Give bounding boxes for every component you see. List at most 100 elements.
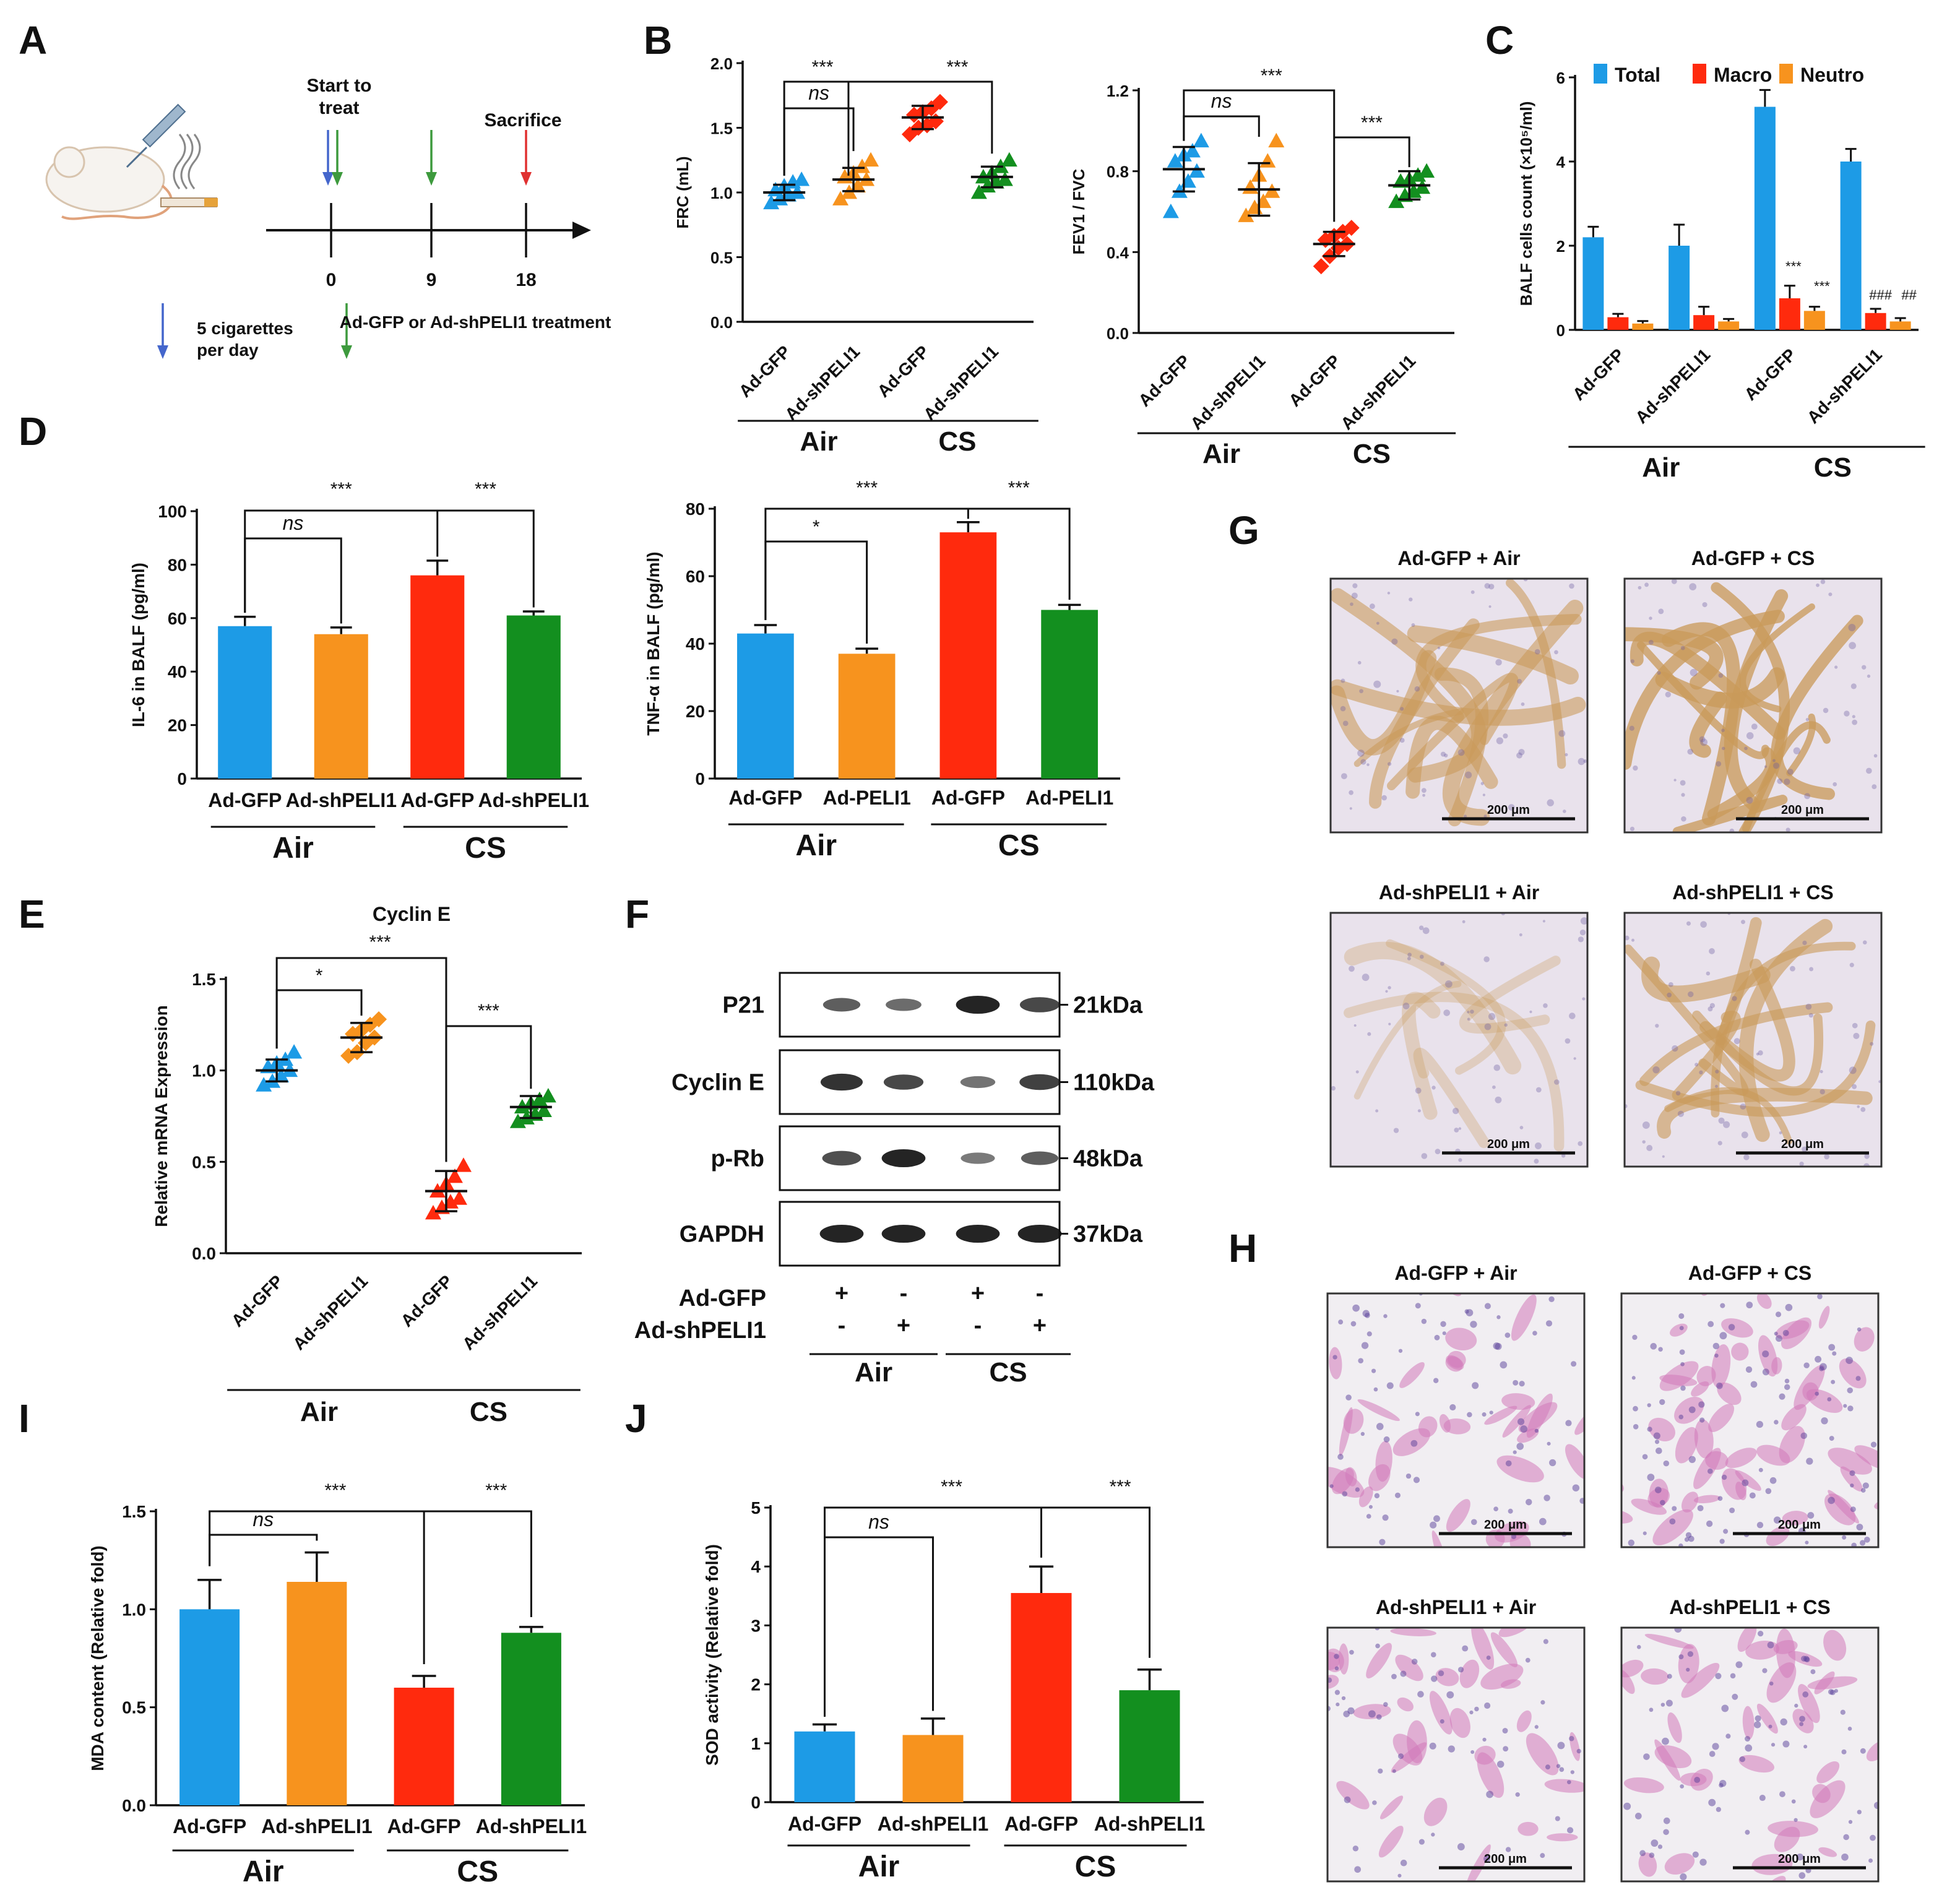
nucleus	[1411, 623, 1415, 628]
nucleus	[1857, 1105, 1860, 1108]
nucleus	[1802, 1146, 1808, 1152]
alveolar-wall	[1574, 1405, 1584, 1435]
nucleus	[1357, 661, 1362, 665]
alveolar-wall	[1443, 1418, 1471, 1435]
nucleus	[1467, 1011, 1470, 1014]
nucleus	[1707, 1006, 1713, 1012]
nucleus	[1483, 814, 1487, 818]
nucleus	[1511, 1534, 1517, 1539]
nucleus	[1351, 592, 1358, 599]
nucleus	[1400, 1670, 1407, 1677]
nucleus	[1504, 1023, 1508, 1027]
blot-protein-label: P21	[722, 993, 764, 1019]
panel-letter-h: H	[1228, 1226, 1258, 1271]
nucleus	[1353, 1024, 1357, 1027]
nucleus	[1762, 1350, 1769, 1358]
bar	[1718, 321, 1740, 330]
group-label: CS	[465, 832, 506, 865]
nucleus	[1793, 747, 1800, 754]
start-label-line1: Start to	[307, 76, 372, 96]
group-label: Air	[795, 829, 837, 862]
nucleus	[1440, 1719, 1444, 1724]
nucleus	[1870, 1042, 1874, 1046]
nucleus	[1462, 1645, 1469, 1652]
data-point	[1238, 207, 1254, 222]
x-tick-label: Ad-PELI1	[823, 787, 911, 809]
nucleus	[1847, 1727, 1852, 1731]
nucleus	[1871, 784, 1877, 790]
nucleus	[1334, 1654, 1339, 1659]
nucleus	[1572, 1484, 1580, 1491]
blot-band	[820, 1073, 863, 1091]
nucleus	[1631, 1376, 1636, 1380]
nucleus	[1775, 1311, 1782, 1318]
nucleus	[1679, 1326, 1684, 1331]
group-label: CS	[998, 829, 1040, 862]
bar	[506, 615, 561, 779]
nucleus	[1723, 1529, 1729, 1534]
nucleus	[1867, 674, 1871, 678]
bar	[179, 1609, 240, 1805]
y-tick-label: 0.0	[192, 1244, 216, 1263]
nucleus	[1569, 583, 1574, 589]
micrograph-title: Ad-GFP + Air	[1394, 1262, 1517, 1284]
nucleus	[1642, 1454, 1648, 1460]
group-label: CS	[457, 1855, 498, 1888]
nucleus	[1391, 1673, 1397, 1680]
nucleus	[1657, 671, 1661, 675]
x-tick-label: Ad-shPELI1	[459, 1271, 541, 1353]
alveolar-wall	[1517, 1821, 1539, 1836]
nucleus	[1680, 1784, 1684, 1789]
scale-bar-label: 200 μm	[1487, 803, 1530, 817]
alveolar-wall	[1397, 1697, 1414, 1712]
nucleus	[1465, 771, 1472, 779]
nucleus	[1636, 1645, 1641, 1649]
nucleus	[1340, 706, 1346, 712]
nucleus	[1844, 710, 1850, 717]
nucleus	[1470, 1750, 1475, 1755]
nucleus	[1513, 1450, 1517, 1454]
nucleus	[1799, 1716, 1805, 1722]
bar	[1779, 298, 1800, 330]
significance-bracket	[783, 107, 855, 176]
nucleus	[1784, 779, 1790, 785]
nucleus	[1680, 1385, 1686, 1391]
data-point	[1167, 153, 1183, 168]
nucleus	[1815, 1355, 1822, 1363]
nucleus	[1804, 793, 1811, 800]
nucleus	[1570, 1770, 1574, 1774]
alveolar-wall	[1429, 1691, 1453, 1735]
nucleus	[1419, 954, 1424, 959]
nucleus	[1543, 1639, 1548, 1644]
nucleus	[1482, 1412, 1487, 1417]
y-tick-label: 1.2	[1107, 82, 1129, 100]
group-label: Air	[300, 1397, 338, 1427]
x-tick-label: Ad-shPELI1	[1803, 345, 1886, 427]
nucleus	[1707, 1468, 1713, 1474]
x-tick-label: Ad-GFP	[1569, 345, 1628, 404]
bar	[501, 1633, 561, 1805]
nucleus	[1437, 646, 1441, 650]
group-label: CS	[1353, 439, 1391, 469]
nucleus	[1653, 1432, 1660, 1440]
x-tick-label: Ad-shPELI1	[1631, 345, 1714, 427]
nucleus	[1643, 1531, 1647, 1535]
tissue-strand	[1402, 991, 1441, 1120]
nucleus	[1808, 1012, 1813, 1018]
significance-bracket	[824, 1536, 934, 1717]
nucleus	[1472, 1382, 1479, 1389]
nucleus	[1657, 1844, 1663, 1849]
alveolar-wall	[1459, 1659, 1480, 1688]
tissue-strand	[1699, 959, 1795, 1082]
nucleus	[1667, 1673, 1672, 1679]
significance-bracket	[275, 957, 447, 1162]
group-label: CS	[989, 1357, 1027, 1388]
nucleus	[1382, 1514, 1389, 1521]
nucleus	[1349, 790, 1353, 795]
micrograph-image	[1328, 1628, 1584, 1881]
nucleus	[1508, 1508, 1513, 1514]
nucleus	[1856, 1524, 1863, 1530]
nucleus	[1735, 1661, 1743, 1668]
alveolar-wall	[1585, 1795, 1611, 1833]
alveolar-wall	[1500, 1679, 1521, 1689]
